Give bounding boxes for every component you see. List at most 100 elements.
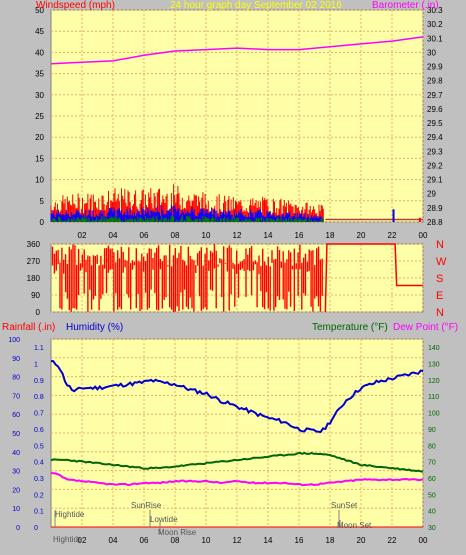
time-tick-label: 20: [357, 536, 366, 545]
time-tick-label: 22: [388, 536, 397, 545]
dew-point-line: [50, 471, 424, 487]
humidity-tick-label: 50: [12, 431, 20, 438]
humidity-axis-title: Humidity (%): [66, 322, 123, 333]
rainfall-tick-label: 0.7: [34, 411, 44, 418]
lowtide-label: Lowtide: [150, 515, 178, 524]
compass-label: S: [436, 273, 443, 285]
time-tick-label: 08: [171, 536, 180, 545]
humidity-line: [50, 360, 424, 433]
dew-point-axis-title: Dew Point (°F): [393, 322, 458, 333]
barometer-tick-label: 28.9: [427, 204, 443, 213]
barometer-tick-label: 29.7: [427, 91, 443, 100]
barometer-tick-label: 30.3: [427, 6, 443, 15]
humidity-tick-label: 20: [12, 487, 20, 494]
temperature-axis-ticks: 30 40 50 60 70 80 90 100 110 120 130 140: [428, 345, 440, 532]
wind-barometer-x-ticks: 02 04 06 08 10 12 14 16 18 20 22 00: [78, 231, 428, 240]
humidity-tick-label: 60: [12, 412, 20, 419]
barometer-tick-label: 29.8: [427, 77, 443, 86]
direction-tick-label: 180: [27, 274, 41, 283]
windspeed-tick-label: 0: [40, 218, 45, 227]
time-tick-label: 20: [357, 231, 366, 240]
temperature-tick-label: 130: [428, 362, 440, 369]
rainfall-tick-label: 0.4: [34, 460, 44, 467]
rainfall-tick-label: 0.2: [34, 492, 44, 499]
barometer-tick-label: 29.9: [427, 63, 443, 72]
time-tick-label: 00: [419, 536, 428, 545]
barometer-tick-label: 29.3: [427, 147, 443, 156]
wind-direction-axis-ticks: 360 270 180 90 0: [27, 240, 41, 317]
barometer-tick-label: 30.1: [427, 34, 443, 43]
event-annotations: Hightide SunRise Lowtide Moon Rise SunSe…: [53, 501, 372, 544]
direction-tick-label: 360: [27, 240, 41, 249]
humidity-tick-label: 100: [8, 337, 20, 344]
temperature-tick-label: 110: [428, 394, 439, 401]
moon-set-label: Moon Set: [337, 521, 372, 530]
humidity-tick-label: 90: [12, 356, 20, 363]
temperature-tick-label: 140: [428, 345, 440, 352]
time-tick-label: 06: [140, 231, 149, 240]
wind-barometer-series: [50, 36, 424, 222]
time-tick-label: 06: [140, 536, 149, 545]
humidity-tick-label: 0: [16, 525, 20, 532]
temperature-tick-label: 90: [428, 427, 436, 434]
temperature-tick-label: 50: [428, 492, 436, 499]
rainfall-tick-label: 0.5: [34, 443, 44, 450]
barometer-axis-ticks: 28.8 28.9 29 29.1 29.2 29.3 29.4 29.5 29.6 29.7 29…: [427, 6, 443, 227]
barometer-line: [50, 36, 424, 65]
windspeed-axis-ticks: 0 5 10 15 20 25 30 35 40 45 50: [35, 6, 44, 227]
windspeed-tick-label: 35: [35, 70, 44, 79]
sunrise-label: SunRise: [131, 501, 162, 510]
barometer-tick-label: 29: [427, 190, 436, 199]
wind-direction-trace: [51, 244, 323, 312]
windspeed-tick-label: 50: [35, 6, 44, 15]
time-tick-label: 18: [326, 536, 335, 545]
time-tick-label: 10: [202, 231, 211, 240]
windspeed-low-bars: [50, 215, 324, 222]
windspeed-tick-label: 20: [35, 133, 44, 142]
humidity-tick-label: 80: [12, 375, 20, 382]
barometer-tick-label: 29.5: [427, 119, 443, 128]
temperature-tick-label: 30: [428, 525, 436, 532]
rainfall-axis-ticks: 0 0.1 0.2 0.3 0.4 0.5 0.6 0.7 0.8 0.9 1 1.1: [34, 345, 44, 532]
sunset-label: SunSet: [331, 501, 358, 510]
hightide-label: Hightide: [55, 510, 85, 519]
humidity-tick-label: 10: [12, 506, 20, 513]
time-tick-label: 02: [78, 231, 87, 240]
temperature-tick-label: 60: [428, 476, 436, 483]
temperature-line: [50, 451, 424, 473]
time-tick-label: 22: [388, 231, 397, 240]
barometer-tick-label: 29.6: [427, 105, 443, 114]
rainfall-tick-label: 0: [34, 525, 38, 532]
humidity-tick-label: 70: [12, 393, 20, 400]
windspeed-tick-label: 15: [35, 154, 44, 163]
barometer-tick-label: 29.2: [427, 161, 443, 170]
humidity-axis-ticks: 0 10 20 30 40 50 60 70 80 90 100: [8, 337, 20, 532]
humidity-tick-label: 30: [12, 469, 20, 476]
direction-tick-label: 90: [31, 291, 40, 300]
time-tick-label: 12: [233, 231, 242, 240]
time-tick-label: 04: [109, 231, 118, 240]
compass-label: N: [436, 307, 444, 319]
windspeed-axis-title: Windspeed (mph): [36, 0, 115, 11]
barometer-tick-label: 30.2: [427, 20, 443, 29]
time-tick-label: 04: [109, 536, 118, 545]
temperature-tick-label: 80: [428, 443, 436, 450]
barometer-tick-label: 28.8: [427, 218, 443, 227]
graph-title: 24 hour graph day September 02 2016: [170, 0, 342, 11]
rainfall-tick-label: 0.8: [34, 394, 44, 401]
rainfall-tick-label: 0.9: [34, 378, 44, 385]
rainfall-tick-label: 0.6: [34, 427, 44, 434]
rainfall-tick-label: 1.1: [34, 345, 44, 352]
rainfall-axis-title: Rainfall (.in): [2, 322, 55, 333]
time-tick-label: 10: [202, 536, 211, 545]
windspeed-tick-label: 40: [35, 48, 44, 57]
humidity-tick-label: 40: [12, 450, 20, 457]
barometer-tick-label: 29.1: [427, 176, 443, 185]
time-tick-label: 08: [171, 231, 180, 240]
barometer-tick-label: 29.4: [427, 133, 443, 142]
humidity-temperature-x-ticks: 02 04 06 08 10 12 14 16 18 20 22 00: [78, 536, 428, 545]
time-tick-label: 12: [233, 536, 242, 545]
wind-direction-late-line: [324, 243, 423, 313]
